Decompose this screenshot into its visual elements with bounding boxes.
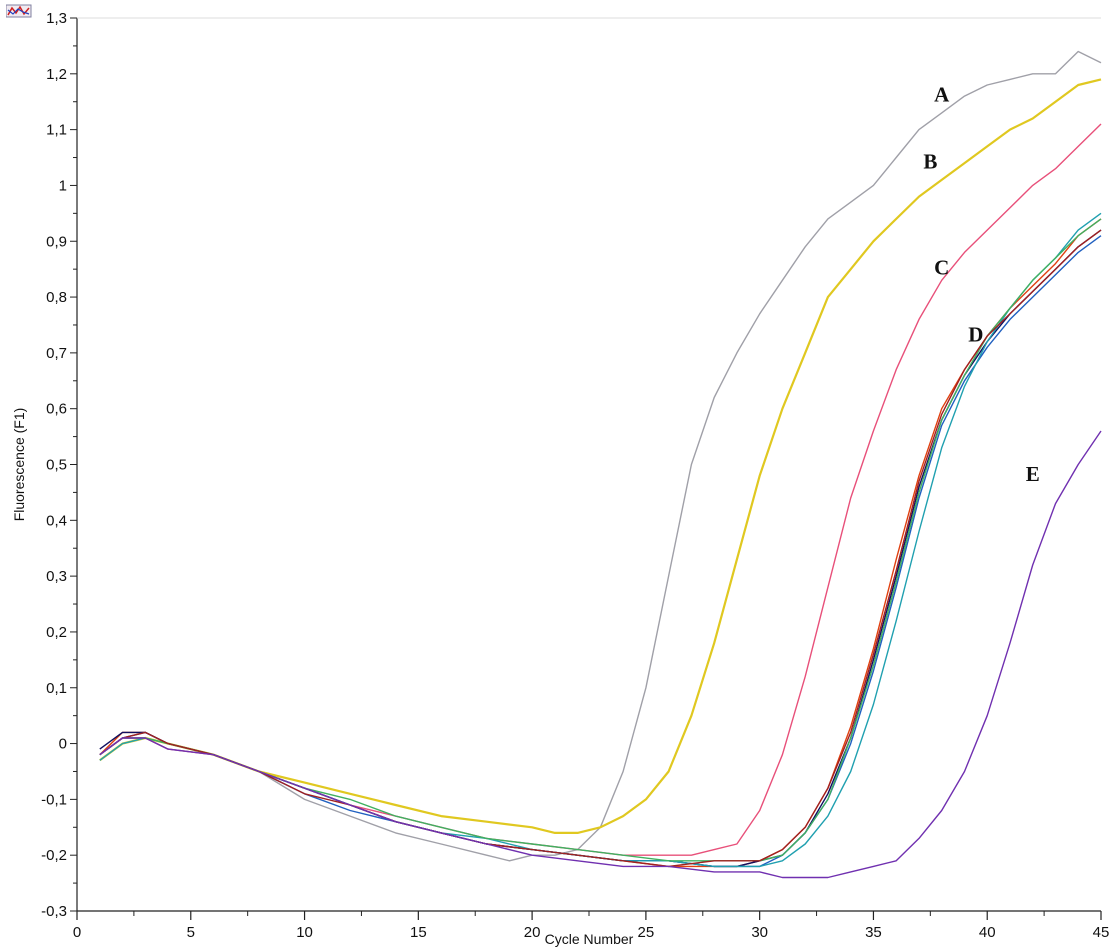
y-tick-label: 0,9 [46,233,67,250]
x-tick-label: 25 [638,924,655,941]
series-line-e [99,430,1102,879]
curve-label-d: D [968,323,983,347]
y-tick-label: 0,3 [46,568,67,585]
series-line-b [99,78,1102,835]
chart-type-icon[interactable] [6,4,32,18]
y-tick-label: -0,1 [41,791,67,808]
x-tick-label: 10 [296,924,313,941]
y-tick-label: 0,4 [46,512,67,529]
y-tick-label: 1 [59,177,67,194]
y-tick-label: 1,3 [46,10,67,27]
y-tick-label: -0,3 [41,903,67,920]
curve-label-e: E [1026,462,1040,486]
x-tick-label: 40 [979,924,996,941]
y-tick-label: 0,8 [46,289,67,306]
curve-label-c: C [934,256,949,280]
series-group [99,50,1102,879]
axes: -0,3 -0,2 -0,1 0 0,1 0,2 0,3 0,4 0,5 0,6 0,7 0,8 0,9… [41,10,1109,941]
y-tick-label: 0,7 [46,345,67,362]
x-tick-label: 5 [187,924,195,941]
series-line-9 [99,229,1102,868]
x-axis-title: Cycle Number [545,931,634,947]
x-tick-label: 30 [751,924,768,941]
series-line-8 [99,218,1102,862]
y-tick-label: 0 [59,736,67,753]
y-axis-title: Fluorescence (F1) [11,408,27,522]
y-tick-label: 1,1 [46,122,67,139]
series-line-5 [99,229,1102,868]
x-tick-label: 20 [524,924,541,941]
y-tick-label: 0,2 [46,624,67,641]
curve-labels: A B C D E [923,83,1039,487]
y-tick-label: 0,1 [46,680,67,697]
x-tick-label: 45 [1093,924,1110,941]
series-line-6 [99,235,1102,868]
series-line-a [99,50,1102,862]
y-tick-label: 0,6 [46,401,67,418]
curve-label-b: B [923,150,937,174]
x-tick-label: 35 [865,924,882,941]
y-tick-label: -0,2 [41,847,67,864]
x-tick-label: 15 [410,924,427,941]
y-tick-label: 1,2 [46,66,67,83]
curve-label-a: A [934,83,950,107]
series-line-c [99,123,1102,856]
x-tick-label: 0 [73,924,81,941]
y-tick-label: 0,5 [46,457,67,474]
